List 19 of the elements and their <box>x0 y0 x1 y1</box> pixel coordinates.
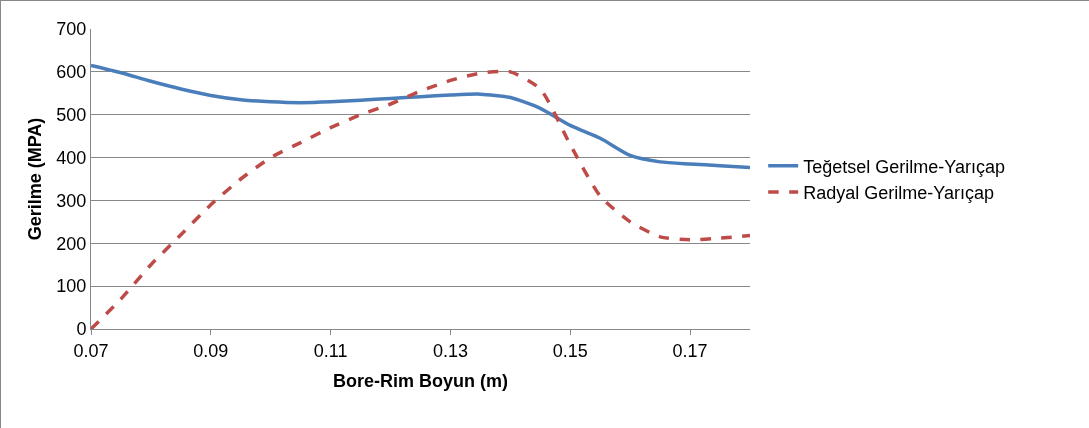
y-tick-label: 400 <box>56 147 87 168</box>
x-tick-label: 0.13 <box>432 340 468 361</box>
x-axis-title: Bore-Rim Boyun (m) <box>333 370 508 391</box>
x-tick-label: 0.11 <box>313 340 348 361</box>
y-tick-label: 100 <box>56 276 87 297</box>
y-axis-title: Gerilme (MPA) <box>24 117 45 241</box>
x-tick-label: 0.09 <box>193 340 229 361</box>
y-tick-label: 700 <box>56 19 87 40</box>
line-series <box>91 63 750 170</box>
legend-label: Teğetsel Gerilme-Yarıçap <box>803 156 1005 177</box>
y-tick-label: 600 <box>56 62 87 83</box>
y-tick-label: 200 <box>56 233 87 254</box>
y-tick-label: 0 <box>76 319 87 340</box>
x-tick-label: 0.15 <box>552 340 588 361</box>
x-tick-label: 0.17 <box>672 340 708 361</box>
y-tick-label: 500 <box>56 105 87 126</box>
legend-label: Radyal Gerilme-Yarıçap <box>803 183 994 204</box>
y-tick-label: 300 <box>56 190 87 211</box>
x-tick-label: 0.07 <box>73 340 109 361</box>
